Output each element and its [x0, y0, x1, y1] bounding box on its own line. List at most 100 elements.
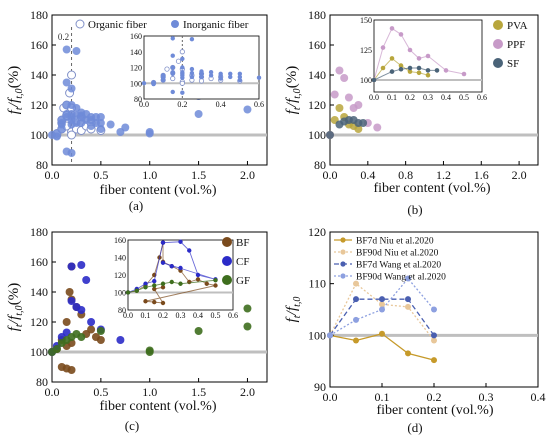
- inset-data-point: [180, 90, 185, 95]
- inset-data-point-cf: [160, 260, 166, 265]
- y-tick-label: 140: [30, 68, 48, 82]
- inset-y-tick-label: 100: [114, 289, 126, 298]
- data-point-sf: [326, 131, 334, 139]
- inset-x-tick-label: 0.6: [254, 100, 264, 109]
- inset-data-point-bf: [195, 277, 201, 282]
- y-axis-label-ylabel_sub2: t,0: [292, 88, 303, 98]
- legend-marker-ppf: [493, 39, 503, 49]
- y-axis-label-ylabel_main: f: [6, 325, 22, 331]
- inset-data-point-sf: [434, 68, 440, 73]
- inset-data-point-cf: [152, 278, 157, 284]
- inset-data-point-ppf: [461, 71, 467, 77]
- inset-x-tick-label: 0.1: [141, 311, 151, 320]
- data-point-cf: [87, 318, 96, 326]
- inset-data-point: [189, 70, 195, 76]
- inset-data-point-bf: [213, 283, 218, 288]
- legend: BF CF GF: [222, 237, 250, 287]
- inset-data-point-pva: [398, 63, 404, 68]
- inset-data-point-bf: [204, 281, 209, 286]
- inset-data-point: [179, 80, 185, 86]
- inset-data-point: [170, 36, 175, 41]
- data-point-inorganic-fiber: [62, 78, 71, 87]
- panel-d: 0.0 0.1 0.2 0.3 0.4 90 100 110 120 fiber content …: [284, 225, 546, 435]
- data-point-series-0: [353, 337, 359, 344]
- y-axis-label-ylabel_sub2: t,0: [292, 297, 303, 307]
- inset-data-point-pva: [380, 65, 386, 71]
- inset-data-point-sf: [398, 66, 404, 72]
- legend-label-inorganic: Inorganic fiber: [183, 19, 249, 31]
- data-point-bf: [96, 336, 105, 344]
- x-tick-label: 0.8: [398, 168, 413, 182]
- inset-y-tick-label: 160: [114, 236, 126, 245]
- inset-y-tick-label: 140: [130, 48, 142, 57]
- inset-y-tick-label: 80: [134, 95, 142, 104]
- inset-y-tick-label: 120: [130, 64, 142, 73]
- data-point-series-2: [405, 296, 411, 303]
- x-tick-label: 0.1: [375, 390, 390, 404]
- data-point-sf: [359, 119, 368, 127]
- inset-data-point-gf: [169, 279, 174, 285]
- y-axis-label-ylabel_sub: t: [292, 315, 303, 318]
- x-tick-label: 1.5: [191, 385, 206, 399]
- y-axis-label-ylabel_sub: t: [14, 107, 25, 110]
- legend-label-1: BF90d Niu et al.2020: [356, 249, 439, 259]
- panel-label: (b): [407, 202, 422, 217]
- series-line-3: [329, 277, 435, 336]
- inset-data-point-sf: [416, 65, 422, 71]
- inset-data-point: [237, 77, 243, 83]
- inset-data-point-gf: [143, 285, 148, 290]
- y-tick-label: 80: [314, 158, 326, 172]
- data-point-series-2: [379, 296, 385, 303]
- inset-c: 0.0 0.1 0.2 0.3 0.4 0.5 0.6 80 100 120 140 160: [114, 236, 238, 320]
- inset-data-point: [228, 71, 233, 77]
- legend-marker-inorganic: [171, 20, 179, 28]
- x-tick-label: 1.6: [474, 168, 489, 182]
- data-point-gf: [145, 348, 154, 356]
- data-point-bf: [62, 318, 71, 326]
- y-axis-label-ylabel_main: f: [284, 316, 300, 322]
- x-tick-label: 0.0: [45, 168, 60, 182]
- y-axis-label-ylabel_sub: t: [14, 324, 25, 327]
- data-point-cf: [77, 261, 86, 269]
- y-tick-label: 120: [30, 315, 48, 329]
- y-tick-label: 140: [308, 68, 326, 82]
- inset-data-point-gf: [152, 283, 157, 288]
- data-point-cf: [67, 262, 76, 271]
- inset-data-point: [164, 66, 170, 72]
- data-point-inorganic-fiber: [67, 84, 76, 93]
- y-axis-label: ft /ft,0 (%): [284, 66, 303, 115]
- x-tick-label: 0.0: [45, 385, 60, 399]
- data-point-gf: [77, 333, 86, 341]
- inset-x-tick-label: 0.5: [459, 93, 469, 102]
- data-point-pva: [354, 125, 363, 133]
- inset-data-point-gf: [125, 290, 131, 295]
- legend-marker-bf: [222, 237, 232, 247]
- legend: PVA PPF SF: [493, 20, 528, 70]
- y-axis-label: ft /ft,0 (%): [6, 283, 25, 332]
- inset-y-tick-label: 160: [130, 32, 142, 41]
- x-tick-label: 0.5: [93, 168, 108, 182]
- y-tick-label: 120: [308, 98, 326, 112]
- legend-label-2: BF7d Wang et al.2020: [356, 261, 441, 271]
- inset-data-point: [160, 73, 166, 78]
- plot-frame: [329, 14, 539, 166]
- data-point-cf: [116, 336, 125, 344]
- y-tick-label: 160: [30, 38, 48, 52]
- inset-x-tick-label: 0.6: [477, 93, 487, 102]
- inset-x-tick-label: 0.3: [176, 311, 186, 320]
- y-axis-label-ylabel_tail: (%): [6, 283, 22, 306]
- legend-marker-0: [340, 237, 346, 243]
- inset-x-tick-label: 0.0: [139, 100, 149, 109]
- x-tick-label: 1.0: [142, 168, 157, 182]
- x-tick-label: 2.0: [240, 385, 255, 399]
- data-point-bf: [67, 366, 76, 374]
- x-axis-label: fiber content (vol.%): [376, 403, 493, 418]
- plot-frame: [51, 231, 268, 383]
- y-tick-label: 160: [308, 38, 326, 52]
- y-axis-label: ft /ft,0: [284, 297, 303, 323]
- legend-label-ppf: PPF: [507, 39, 525, 51]
- y-axis-label-ylabel_tail: (%): [6, 66, 22, 89]
- inset-x-tick-label: 0.2: [405, 93, 415, 102]
- inset-data-point: [199, 74, 204, 80]
- inset-data-point-bf: [160, 285, 166, 290]
